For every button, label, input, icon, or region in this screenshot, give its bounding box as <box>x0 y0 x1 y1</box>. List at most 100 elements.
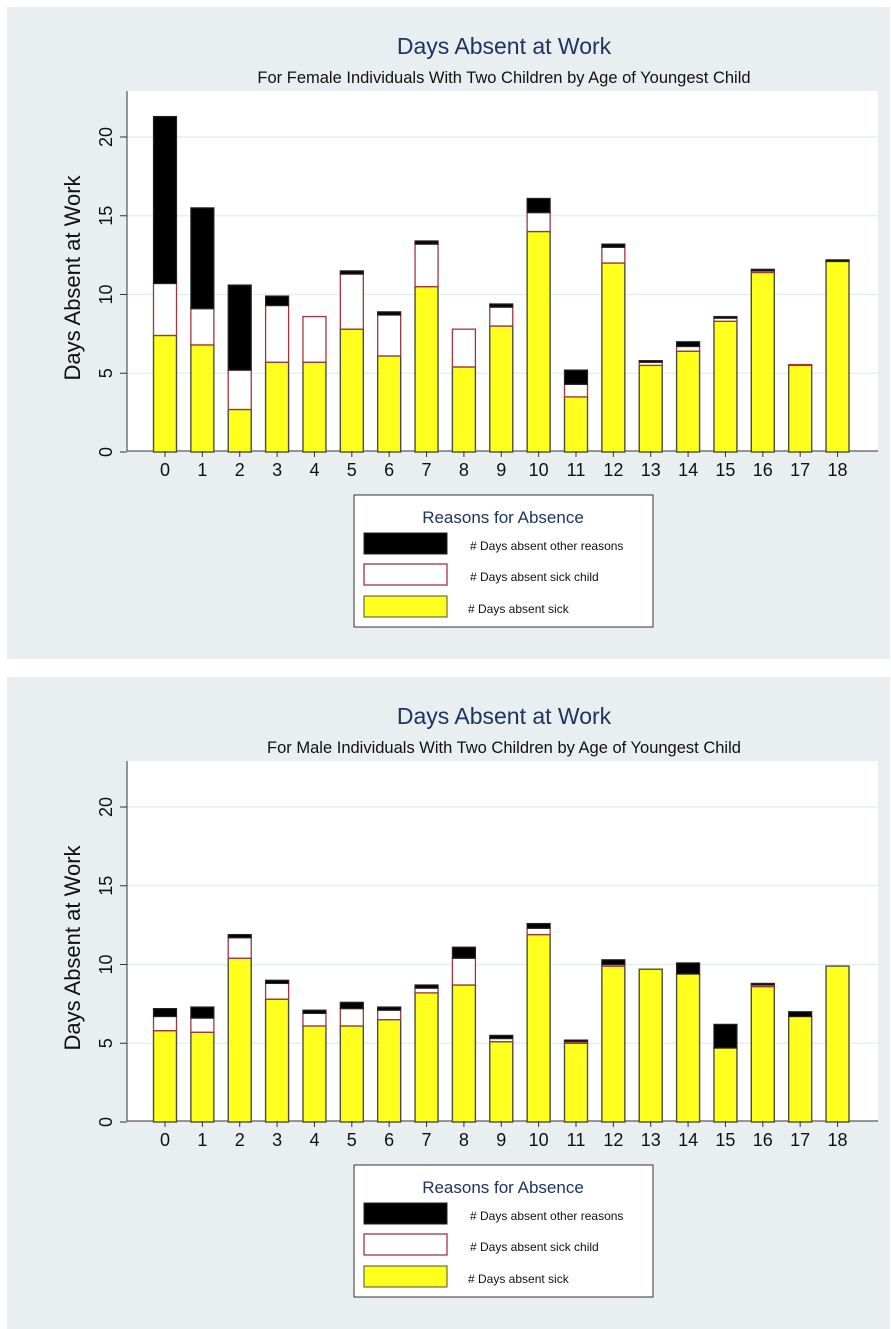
bar-other-reasons <box>227 284 252 371</box>
bar-sick <box>451 366 477 453</box>
bar-sick-child <box>451 957 477 986</box>
bar-sick <box>302 1025 327 1123</box>
bar-sick <box>264 998 290 1123</box>
bar-sick-child <box>526 211 551 233</box>
bar-sick <box>787 364 813 453</box>
x-tick-label: 10 <box>529 460 549 480</box>
bar-sick-child <box>190 1017 215 1033</box>
bar-sick-child <box>302 315 327 363</box>
x-tick-label: 3 <box>272 460 282 480</box>
y-axis-label: Days Absent at Work <box>60 844 85 1050</box>
bar-other-reasons <box>414 984 439 989</box>
bar-other-reasons <box>377 1006 402 1011</box>
bar-sick <box>526 230 551 453</box>
bar-sick <box>825 260 850 453</box>
legend-swatch-sick-child <box>363 563 448 586</box>
female-chart-svg: Days Absent at Work For Female Individua… <box>60 33 878 628</box>
bar-sick <box>414 285 439 453</box>
bar-other-reasons <box>526 197 551 214</box>
bar-sick-child <box>190 308 215 346</box>
bar-sick <box>227 957 252 1123</box>
x-tick-label: 12 <box>603 460 623 480</box>
x-tick-label: 6 <box>384 1130 394 1150</box>
x-tick-label: 6 <box>384 460 394 480</box>
bar-other-reasons <box>152 115 178 285</box>
bar-sick-child <box>302 1012 327 1027</box>
bar-sick-child <box>451 328 477 368</box>
x-tick-label: 15 <box>715 460 735 480</box>
bar-sick <box>451 984 477 1123</box>
bar-sick-child <box>675 345 701 352</box>
bar-sick <box>526 933 551 1123</box>
bar-sick <box>750 271 776 453</box>
bar-other-reasons <box>339 1001 364 1010</box>
y-tick-label: 0 <box>96 447 116 457</box>
bar-other-reasons <box>489 303 514 308</box>
plot-group <box>120 761 878 1298</box>
x-tick-label: 13 <box>641 460 661 480</box>
x-tick-label: 11 <box>567 460 586 480</box>
bar-sick <box>563 1042 589 1123</box>
plot-group <box>120 91 878 628</box>
bar-sick <box>713 320 738 453</box>
bar-sick <box>227 408 252 453</box>
bar-sick-child <box>227 369 252 411</box>
bar-sick <box>750 985 776 1123</box>
y-axis-label: Days Absent at Work <box>60 174 85 380</box>
x-tick-label: 0 <box>160 460 170 480</box>
x-tick-label: 16 <box>753 1130 773 1150</box>
bar-sick <box>713 1047 738 1123</box>
bar-sick <box>675 973 701 1123</box>
bar-sick <box>601 262 626 453</box>
chart-subtitle: For Male Individuals With Two Children b… <box>267 739 741 757</box>
y-tick-label: 0 <box>96 1117 116 1127</box>
x-tick-label: 11 <box>567 1130 586 1150</box>
x-tick-label: 13 <box>641 1130 661 1150</box>
x-tick-label: 18 <box>828 460 848 480</box>
bar-other-reasons <box>563 369 589 385</box>
bar-other-reasons <box>489 1034 514 1040</box>
bar-sick <box>190 1031 215 1123</box>
x-tick-label: 2 <box>235 460 245 480</box>
bar-other-reasons <box>264 979 290 985</box>
bar-other-reasons <box>601 959 626 966</box>
bar-sick <box>489 325 514 453</box>
x-tick-label: 10 <box>529 1130 549 1150</box>
x-tick-label: 17 <box>790 1130 810 1150</box>
bar-other-reasons <box>713 315 738 319</box>
x-tick-label: 16 <box>753 460 773 480</box>
bar-other-reasons <box>264 295 290 307</box>
bar-other-reasons <box>750 982 775 986</box>
male-chart-svg: Days Absent at Work For Male Individuals… <box>60 703 878 1298</box>
bar-other-reasons <box>152 1008 178 1018</box>
bar-other-reasons <box>825 259 850 263</box>
legend-title: Reasons for Absence <box>422 508 584 527</box>
x-tick-label: 15 <box>715 1130 735 1150</box>
bar-sick <box>264 361 290 453</box>
legend-title: Reasons for Absence <box>422 1178 584 1197</box>
bar-sick-child <box>377 314 402 357</box>
bar-sick-child <box>152 282 178 337</box>
bar-sick-child <box>227 937 252 959</box>
bar-other-reasons <box>414 240 439 245</box>
male-chart-panel: Days Absent at Work For Male Individuals… <box>7 677 890 1329</box>
bar-sick-child <box>264 304 290 363</box>
bar-sick <box>825 965 850 1123</box>
bar-other-reasons <box>713 1023 738 1049</box>
x-tick-label: 17 <box>790 460 810 480</box>
x-tick-label: 8 <box>459 1130 469 1150</box>
x-tick-label: 0 <box>160 1130 170 1150</box>
x-tick-label: 14 <box>678 460 698 480</box>
bar-other-reasons <box>638 360 663 363</box>
y-tick-label: 15 <box>96 876 116 896</box>
bar-sick <box>302 361 327 453</box>
legend-label-sick: # Days absent sick <box>468 1272 570 1286</box>
x-tick-label: 2 <box>235 1130 245 1150</box>
legend-label-sick-child: # Days absent sick child <box>470 1240 599 1254</box>
bar-other-reasons <box>563 1039 589 1043</box>
bar-other-reasons <box>190 1006 215 1019</box>
x-tick-label: 4 <box>309 1130 319 1150</box>
y-tick-label: 5 <box>96 368 116 378</box>
legend-swatch-other-reasons <box>363 1202 448 1225</box>
bar-sick-child <box>152 1015 178 1032</box>
